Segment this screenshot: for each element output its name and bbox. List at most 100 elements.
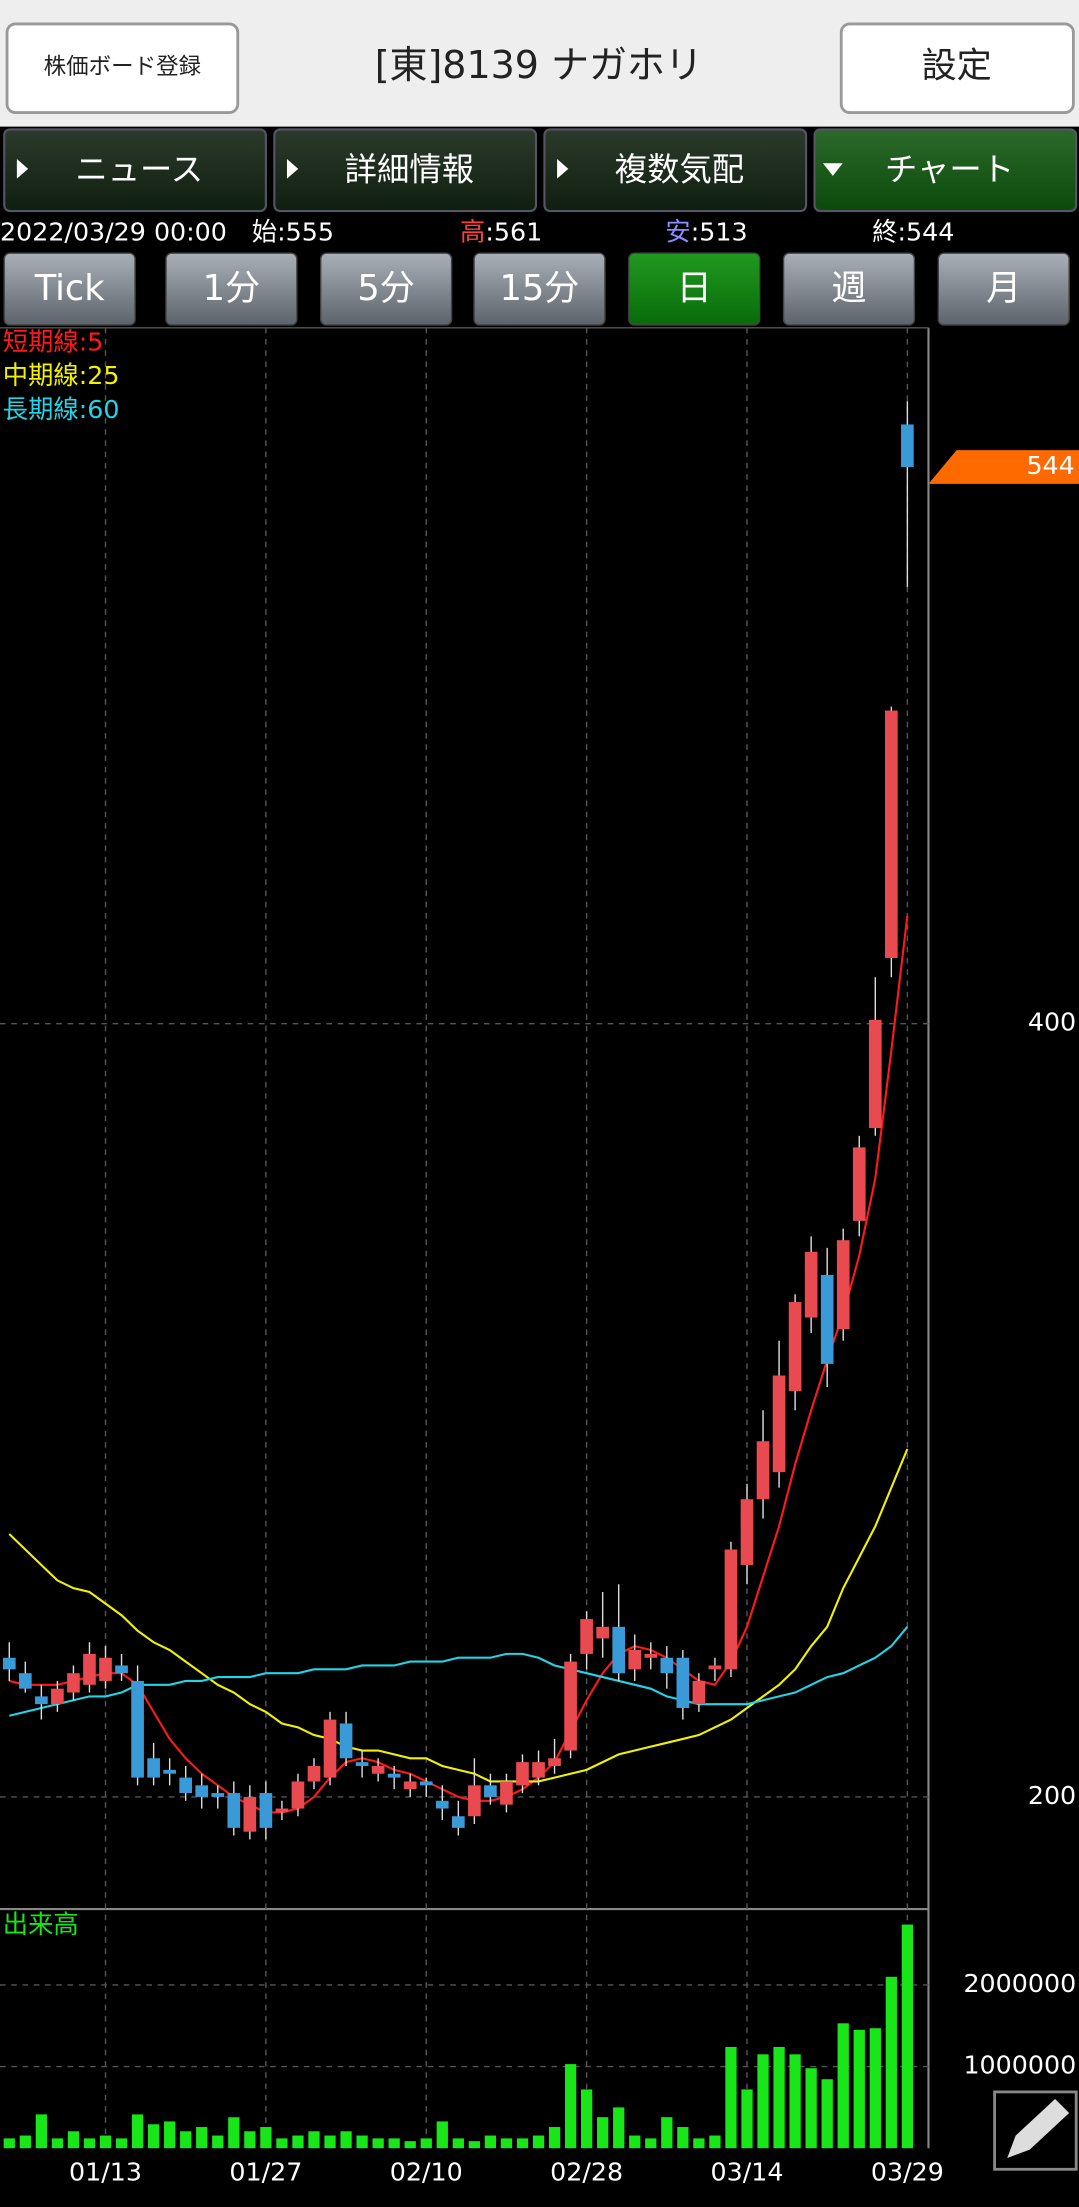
volume-bar [645, 2138, 657, 2149]
quote-part: 始: [252, 217, 286, 247]
quote-part: 安 [665, 217, 690, 247]
volume-bar [244, 2131, 256, 2149]
candle-body [2, 1657, 16, 1670]
period-label: Tick [34, 268, 105, 309]
quote-part: 544 [906, 217, 954, 247]
moving-average-line [8, 1448, 909, 1783]
tab-arrow [822, 163, 843, 176]
candle-body [724, 1549, 738, 1670]
volume-bar [372, 2138, 384, 2149]
volume-bar [196, 2127, 208, 2149]
volume-bar [420, 2138, 432, 2149]
period-button[interactable] [320, 252, 453, 326]
volume-bar [356, 2135, 368, 2149]
candle-body [83, 1653, 96, 1685]
volume-bar [548, 2127, 561, 2149]
tab[interactable] [813, 128, 1078, 213]
volume-bar [147, 2124, 160, 2149]
x-tick-label: 03/29 [871, 2157, 944, 2187]
candle-body [772, 1375, 786, 1473]
volume-bar [131, 2114, 144, 2149]
candle-body [788, 1302, 802, 1391]
volume-bar [228, 2117, 240, 2149]
candle-body [387, 1773, 401, 1778]
candle-body [419, 1781, 433, 1786]
candle-body [227, 1793, 241, 1828]
candle-body [532, 1762, 545, 1778]
volume-bar [484, 2135, 497, 2149]
volume-tick-label: 2000000 [963, 1968, 1076, 1998]
volume-bar [51, 2138, 64, 2149]
quote-item: 高:561 [460, 217, 542, 247]
period-button[interactable] [3, 252, 136, 326]
period-button[interactable] [473, 252, 606, 326]
register-button[interactable] [5, 22, 240, 114]
candle-body [804, 1251, 818, 1318]
candle-body [323, 1719, 337, 1778]
candle-body [756, 1441, 770, 1500]
volume-tick-label: 1000000 [963, 2050, 1076, 2080]
volume-bar [500, 2138, 513, 2149]
candle-body [692, 1680, 706, 1705]
tab-arrow [286, 158, 299, 179]
candle-body [307, 1765, 321, 1782]
candle-body [355, 1762, 369, 1766]
period-button[interactable] [628, 252, 761, 326]
candle-body [115, 1665, 128, 1674]
candle-body [500, 1781, 513, 1805]
tab[interactable] [543, 128, 808, 213]
candle-body [403, 1781, 417, 1790]
quote-part: : [691, 217, 700, 247]
legend-entry: 短期線:5 [3, 326, 104, 356]
period-label: 1分 [203, 268, 261, 309]
volume-bar [67, 2131, 80, 2149]
volume-bar [901, 1924, 913, 2149]
volume-bar [869, 2028, 881, 2149]
volume-bar [19, 2135, 31, 2149]
candle-body [660, 1657, 674, 1674]
candle-body [885, 710, 898, 958]
y-tick-label: 200 [1028, 1780, 1076, 1810]
legend-entry: 中期線:25 [3, 360, 120, 390]
quote-part: 2022/03/29 00:00 [0, 217, 227, 247]
volume-bar [452, 2138, 464, 2149]
legend-entry: 長期線:60 [3, 394, 120, 424]
tab-arrow [557, 158, 569, 179]
candle-body [468, 1785, 481, 1817]
period-button[interactable] [937, 252, 1070, 326]
candle-body [163, 1769, 176, 1774]
candle-body [195, 1785, 209, 1797]
candle-body [35, 1696, 48, 1705]
y-tick-label: 400 [1028, 1007, 1076, 1037]
volume-bar [388, 2138, 400, 2149]
candle-body [901, 424, 914, 467]
volume-bar [276, 2138, 288, 2149]
volume-bar [35, 2114, 47, 2149]
candle-body [596, 1626, 609, 1639]
volume-bar [805, 2068, 817, 2149]
candle-body [99, 1657, 112, 1681]
volume-bar [661, 2117, 673, 2149]
tab-label: チャート [885, 151, 1014, 189]
price-marker-label: 544 [1026, 450, 1074, 480]
volume-bar [677, 2127, 689, 2149]
candle-body [371, 1765, 385, 1774]
quote-part: : [485, 217, 494, 247]
candle-body [147, 1758, 160, 1778]
tab[interactable] [273, 128, 538, 213]
period-button[interactable] [782, 252, 916, 326]
settings-button[interactable] [839, 22, 1075, 114]
candle-body [628, 1650, 642, 1670]
volume-bar [837, 2023, 849, 2149]
tab[interactable] [3, 128, 267, 213]
x-tick-label: 03/14 [711, 2157, 784, 2187]
candle-body [580, 1619, 593, 1654]
candle-body [676, 1657, 690, 1708]
candle-body [179, 1777, 193, 1794]
period-button[interactable] [165, 252, 298, 326]
candle-body [435, 1800, 449, 1809]
period-label: 日 [677, 268, 712, 309]
tab-label: ニュース [75, 151, 203, 189]
